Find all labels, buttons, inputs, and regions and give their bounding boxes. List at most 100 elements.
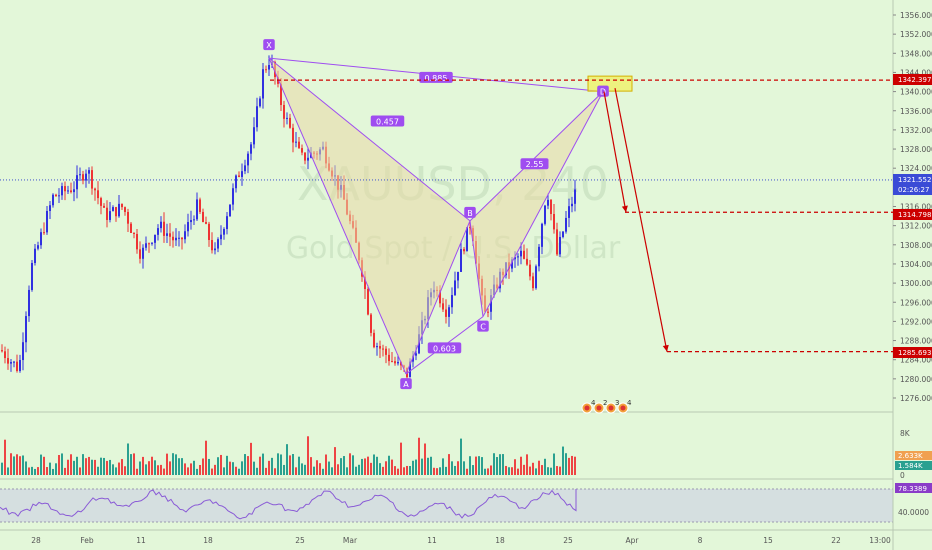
candle [142, 244, 144, 269]
volume-bar [109, 459, 111, 475]
candle [46, 206, 48, 235]
volume-bar [214, 464, 216, 475]
volume-bar [226, 455, 228, 475]
candle [7, 348, 9, 370]
current-price-label: 1321.552 02:26:27 [893, 174, 932, 195]
volume-bar [397, 468, 399, 475]
volume-bar [268, 460, 270, 475]
volume-bar [52, 468, 54, 475]
volume-bar [544, 458, 546, 475]
volume-bar [217, 457, 219, 475]
volume-bar [7, 467, 9, 475]
volume-bar [262, 453, 264, 475]
target-zone-box[interactable] [587, 75, 633, 92]
candle [289, 113, 291, 129]
volume-bar [385, 461, 387, 475]
pattern-point-x: X [263, 39, 275, 51]
price-axis: 1356.000 1352.000 1348.000 1344.000 1340.000… [893, 11, 932, 403]
candle [382, 344, 384, 357]
price-tick-label: 1304.000 [900, 260, 932, 269]
candle [82, 170, 84, 185]
ratio-xb: 0.457 [370, 115, 405, 127]
volume-bar [19, 456, 21, 475]
candle [259, 96, 261, 108]
volume-bar [280, 454, 282, 475]
volume-bar [322, 468, 324, 475]
ratio-ac: 0.603 [427, 342, 462, 354]
svg-text:C: C [480, 323, 486, 332]
volume-bar [196, 468, 198, 475]
volume-bar [514, 459, 516, 475]
time-tick-label: 8 [698, 536, 703, 545]
event-marker[interactable]: 4 [617, 399, 632, 414]
volume-bar [40, 454, 42, 475]
volume-bar [517, 468, 519, 475]
candle [58, 188, 60, 204]
volume-bar [373, 454, 375, 475]
pattern-leg-ab [405, 220, 471, 375]
candle [118, 194, 120, 218]
event-marker[interactable]: 4 [581, 399, 596, 414]
ratio-bd: 2.55 [520, 158, 549, 170]
volume-bar [136, 468, 138, 475]
volume-bar [58, 455, 60, 475]
event-marker[interactable]: 3 [605, 399, 619, 414]
volume-bar [493, 453, 495, 475]
candle [67, 185, 69, 195]
volume-bar [82, 454, 84, 475]
svg-text:A: A [403, 380, 409, 389]
candle [127, 208, 129, 232]
candle [226, 211, 228, 235]
pattern-point-a: A [400, 378, 412, 390]
volume-bar [91, 459, 93, 475]
price-tick-label: 1352.000 [900, 30, 932, 39]
volume-bar [472, 465, 474, 475]
volume-bar [301, 463, 303, 475]
candle [10, 359, 12, 372]
pattern-leg-bc [469, 220, 484, 317]
volume-bar [76, 456, 78, 475]
candle [547, 193, 549, 210]
candle [16, 354, 18, 373]
volume-bar [454, 465, 456, 475]
volume-bar [442, 458, 444, 475]
volume-bar [112, 464, 114, 475]
target-levels[interactable] [0, 79, 893, 353]
svg-text:1314.798: 1314.798 [898, 211, 931, 219]
volume-bar [64, 467, 66, 475]
volume-bar [166, 453, 168, 475]
volume-bar [133, 453, 135, 475]
candle [388, 348, 390, 366]
price-tick-label: 1348.000 [900, 49, 932, 58]
bar-countdown: 02:26:27 [898, 186, 929, 194]
candle [568, 198, 570, 228]
volume-bar [358, 464, 360, 475]
volume-bar [154, 460, 156, 475]
volume-bar [175, 454, 177, 475]
time-tick-label: 18 [203, 536, 213, 545]
volume-label-a: 2.633K [895, 451, 932, 460]
pattern-point-d: D [597, 85, 609, 97]
candle [523, 244, 525, 260]
event-marker[interactable]: 2 [593, 399, 607, 414]
candle [4, 346, 6, 364]
price-tick-label: 1332.000 [900, 126, 932, 135]
volume-bar [37, 467, 39, 475]
candle [79, 167, 81, 181]
candle [148, 242, 150, 253]
volume-bar [331, 467, 333, 475]
candle [565, 211, 567, 234]
volume-bar [163, 468, 165, 475]
volume-bar [148, 461, 150, 475]
volume-bar [319, 463, 321, 475]
volume-bar [409, 466, 411, 475]
volume-bar [292, 454, 294, 475]
volume-bar [298, 456, 300, 475]
pattern-bcd-fill [470, 91, 603, 317]
svg-text:1.584K: 1.584K [898, 462, 923, 470]
volume-bar [439, 467, 441, 475]
volume-bar [334, 447, 336, 475]
